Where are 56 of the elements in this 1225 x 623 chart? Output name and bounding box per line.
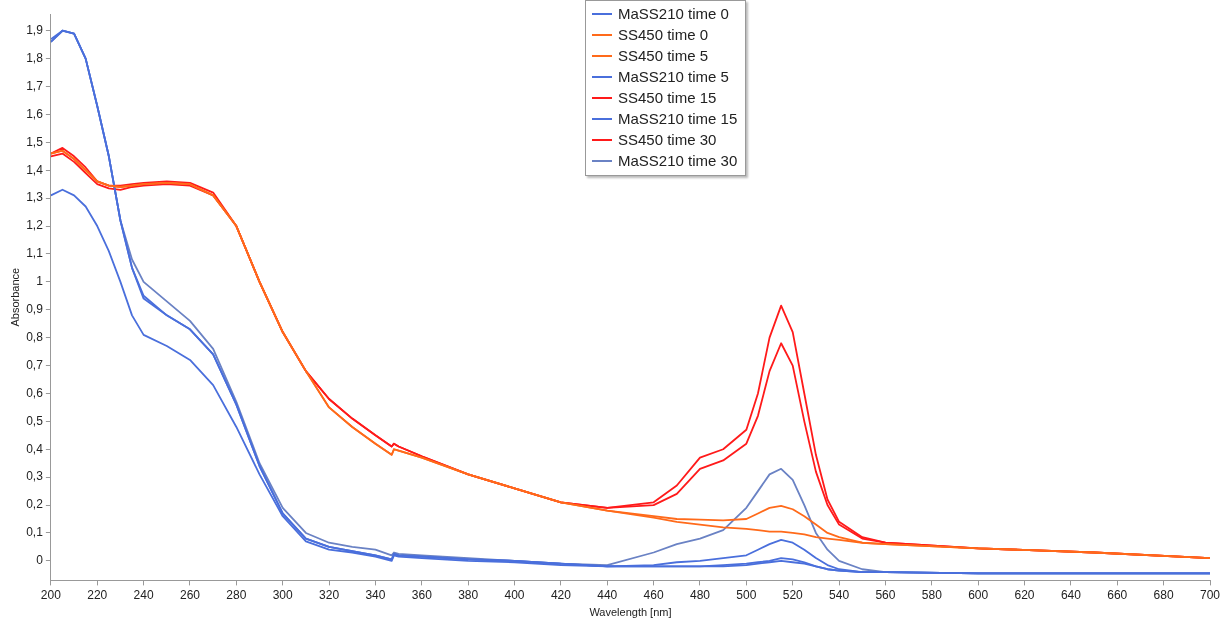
legend-label: SS450 time 5 [618, 47, 709, 64]
x-tick-label: 600 [968, 587, 989, 602]
legend-label: MaSS210 time 15 [618, 110, 738, 127]
y-tick-label: 1,8 [26, 50, 44, 65]
x-tick-label: 520 [782, 587, 804, 602]
legend-label: SS450 time 30 [618, 131, 717, 148]
y-tick-label: 0,5 [26, 413, 44, 428]
x-tick-label: 640 [1060, 587, 1082, 602]
y-tick-label: 0 [36, 553, 44, 568]
legend-label: SS450 time 15 [618, 89, 717, 106]
y-tick-label: 1,4 [26, 162, 44, 177]
y-tick-label: 0,8 [26, 329, 44, 344]
x-tick-label: 420 [550, 587, 572, 602]
y-tick-label: 0,7 [26, 357, 44, 372]
x-tick-label: 620 [1014, 587, 1035, 602]
x-tick-label: 220 [87, 587, 108, 602]
x-tick-label: 260 [179, 587, 201, 602]
y-tick-label: 0,2 [26, 497, 44, 512]
x-tick-label: 400 [504, 587, 525, 602]
x-tick-label: 540 [829, 587, 850, 602]
y-tick-label: 0,3 [26, 469, 44, 484]
y-tick-label: 0,1 [26, 525, 44, 540]
y-tick-label: 1,9 [26, 23, 44, 38]
legend-label: MaSS210 time 30 [618, 152, 738, 169]
y-tick-label: 1,6 [26, 106, 44, 121]
x-tick-label: 580 [921, 587, 943, 602]
x-tick-label: 360 [411, 587, 433, 602]
legend-label: MaSS210 time 5 [618, 68, 729, 85]
y-tick-label: 0,9 [26, 302, 44, 317]
y-tick-label: 0,6 [26, 385, 44, 400]
y-tick-label: 1,5 [26, 134, 44, 149]
x-tick-label: 700 [1199, 587, 1221, 602]
x-tick-label: 660 [1107, 587, 1128, 602]
y-tick-label: 0,4 [26, 441, 44, 456]
x-tick-label: 440 [597, 587, 618, 602]
y-axis-title: Absorbance [8, 267, 21, 327]
x-axis-title: Wavelength [nm] [589, 606, 672, 619]
x-tick-label: 340 [365, 587, 386, 602]
legend-label: SS450 time 0 [618, 26, 709, 43]
x-tick-label: 480 [689, 587, 711, 602]
x-tick-label: 500 [736, 587, 757, 602]
y-tick-label: 1 [36, 274, 44, 289]
x-tick-label: 380 [458, 587, 479, 602]
x-tick-label: 240 [133, 587, 154, 602]
x-tick-label: 320 [319, 587, 340, 602]
y-tick-label: 1,1 [26, 246, 44, 261]
x-tick-label: 280 [226, 587, 247, 602]
x-tick-label: 460 [643, 587, 664, 602]
y-tick-label: 1,7 [26, 78, 44, 93]
x-tick-label: 560 [875, 587, 896, 602]
x-tick-label: 200 [40, 587, 62, 602]
y-tick-label: 1,3 [26, 190, 44, 205]
y-tick-label: 1,2 [26, 218, 44, 233]
x-tick-label: 680 [1153, 587, 1174, 602]
legend-label: MaSS210 time 0 [618, 5, 729, 22]
x-tick-label: 300 [272, 587, 294, 602]
